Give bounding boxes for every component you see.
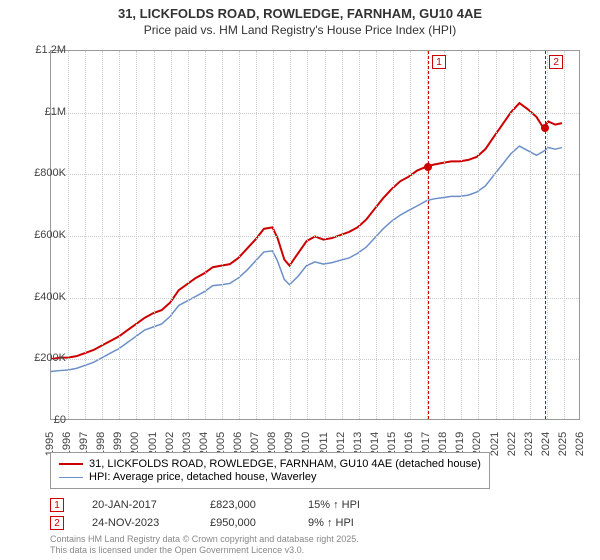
gridline-v bbox=[359, 51, 360, 419]
gridline-v bbox=[547, 51, 548, 419]
sale-price: £950,000 bbox=[210, 517, 280, 529]
gridline-v bbox=[513, 51, 514, 419]
gridline-v bbox=[444, 51, 445, 419]
gridline-v bbox=[85, 51, 86, 419]
gridline-v bbox=[376, 51, 377, 419]
sales-table: 1 20-JAN-2017 £823,000 15% ↑ HPI 2 24-NOV-202… bbox=[50, 498, 388, 534]
chart-plot-area: 12 bbox=[50, 50, 580, 420]
y-axis-label: £1.2M bbox=[22, 44, 66, 56]
gridline-v bbox=[393, 51, 394, 419]
legend: 31, LICKFOLDS ROAD, ROWLEDGE, FARNHAM, G… bbox=[50, 452, 490, 489]
legend-swatch bbox=[59, 477, 83, 478]
gridline-v bbox=[461, 51, 462, 419]
legend-item: 31, LICKFOLDS ROAD, ROWLEDGE, FARNHAM, G… bbox=[59, 458, 481, 470]
sale-row: 1 20-JAN-2017 £823,000 15% ↑ HPI bbox=[50, 498, 388, 512]
footer-attribution: Contains HM Land Registry data © Crown c… bbox=[50, 534, 359, 556]
legend-label: HPI: Average price, detached house, Wave… bbox=[89, 471, 316, 483]
gridline-v bbox=[154, 51, 155, 419]
gridline-v bbox=[239, 51, 240, 419]
gridline-v bbox=[410, 51, 411, 419]
sale-date: 20-JAN-2017 bbox=[92, 499, 182, 511]
y-axis-label: £800K bbox=[22, 167, 66, 179]
sale-delta: 9% ↑ HPI bbox=[308, 517, 388, 529]
x-axis-label: 2021 bbox=[489, 432, 501, 456]
x-axis-label: 2023 bbox=[523, 432, 535, 456]
gridline-v bbox=[307, 51, 308, 419]
gridline-h bbox=[51, 359, 579, 360]
gridline-v bbox=[496, 51, 497, 419]
gridline-v bbox=[290, 51, 291, 419]
chart-subtitle: Price paid vs. HM Land Registry's House … bbox=[0, 23, 600, 37]
legend-item: HPI: Average price, detached house, Wave… bbox=[59, 471, 481, 483]
gridline-v bbox=[171, 51, 172, 419]
y-axis-label: £600K bbox=[22, 229, 66, 241]
gridline-h bbox=[51, 298, 579, 299]
x-axis-label: 2026 bbox=[574, 432, 586, 456]
x-axis-label: 2022 bbox=[506, 432, 518, 456]
sale-price: £823,000 bbox=[210, 499, 280, 511]
y-axis-label: £0 bbox=[22, 414, 66, 426]
footer-line2: This data is licensed under the Open Gov… bbox=[50, 545, 359, 556]
marker-dot bbox=[424, 163, 432, 171]
gridline-v bbox=[256, 51, 257, 419]
legend-swatch bbox=[59, 463, 83, 465]
legend-label: 31, LICKFOLDS ROAD, ROWLEDGE, FARNHAM, G… bbox=[89, 458, 481, 470]
sale-row: 2 24-NOV-2023 £950,000 9% ↑ HPI bbox=[50, 516, 388, 530]
marker-line bbox=[545, 51, 546, 419]
marker-badge: 1 bbox=[432, 55, 446, 69]
marker-line bbox=[428, 51, 429, 419]
marker-dot bbox=[541, 124, 549, 132]
gridline-v bbox=[102, 51, 103, 419]
chart-title: 31, LICKFOLDS ROAD, ROWLEDGE, FARNHAM, G… bbox=[0, 6, 600, 21]
x-axis-label: 2024 bbox=[540, 432, 552, 456]
gridline-v bbox=[273, 51, 274, 419]
gridline-v bbox=[564, 51, 565, 419]
sale-delta: 15% ↑ HPI bbox=[308, 499, 388, 511]
gridline-h bbox=[51, 113, 579, 114]
gridline-h bbox=[51, 174, 579, 175]
sale-badge: 2 bbox=[50, 516, 64, 530]
y-axis-label: £200K bbox=[22, 352, 66, 364]
gridline-v bbox=[119, 51, 120, 419]
gridline-v bbox=[325, 51, 326, 419]
gridline-v bbox=[188, 51, 189, 419]
sale-date: 24-NOV-2023 bbox=[92, 517, 182, 529]
gridline-v bbox=[205, 51, 206, 419]
y-axis-label: £1M bbox=[22, 106, 66, 118]
series-lines bbox=[51, 51, 579, 419]
gridline-h bbox=[51, 236, 579, 237]
footer-line1: Contains HM Land Registry data © Crown c… bbox=[50, 534, 359, 545]
marker-badge: 2 bbox=[549, 55, 563, 69]
y-axis-label: £400K bbox=[22, 291, 66, 303]
x-axis-label: 2025 bbox=[557, 432, 569, 456]
gridline-v bbox=[136, 51, 137, 419]
gridline-v bbox=[478, 51, 479, 419]
sale-badge: 1 bbox=[50, 498, 64, 512]
gridline-v bbox=[342, 51, 343, 419]
gridline-v bbox=[530, 51, 531, 419]
gridline-v bbox=[68, 51, 69, 419]
gridline-v bbox=[222, 51, 223, 419]
